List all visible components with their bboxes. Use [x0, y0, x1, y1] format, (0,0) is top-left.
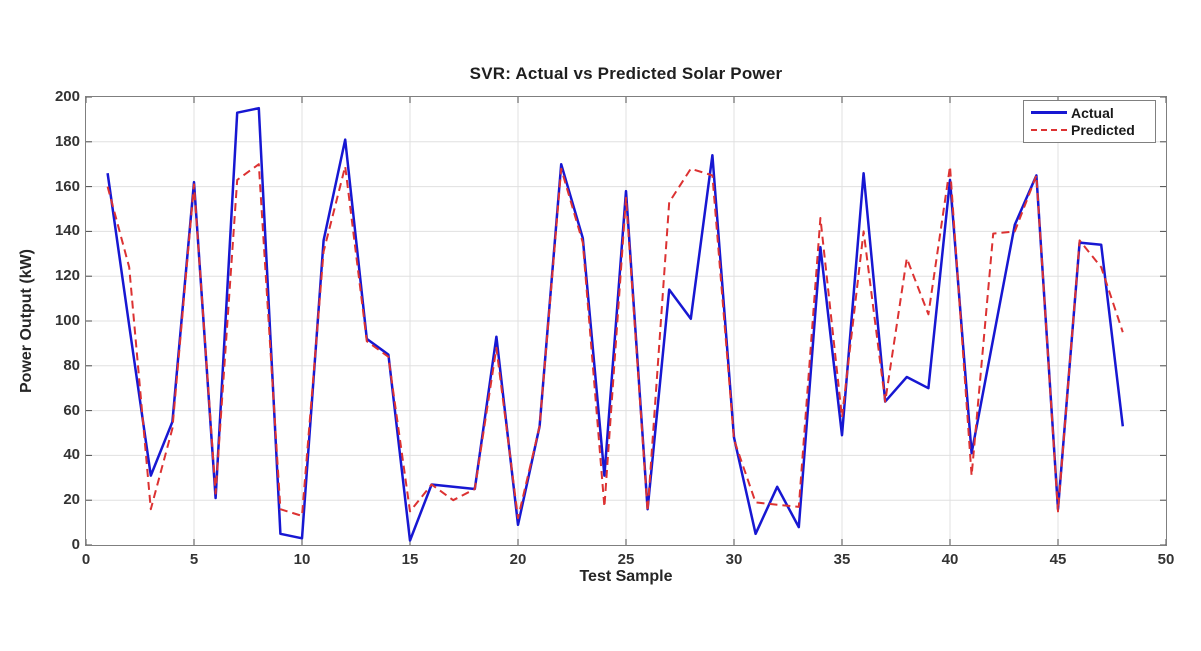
x-tick-label: 15	[401, 551, 419, 568]
chart-canvas	[86, 97, 1166, 545]
x-tick-label: 35	[833, 551, 851, 568]
x-tick-label: 10	[293, 551, 311, 568]
x-tick-label: 0	[81, 551, 91, 568]
legend-label-predicted: Predicted	[1071, 121, 1135, 138]
x-tick-label: 50	[1157, 551, 1175, 568]
y-tick-label: 100	[54, 312, 80, 329]
legend-label-actual: Actual	[1071, 104, 1114, 121]
x-tick-label: 30	[725, 551, 743, 568]
y-tick-label: 40	[63, 446, 80, 464]
x-tick-label: 40	[941, 551, 959, 568]
plot-area	[85, 96, 1167, 546]
legend-item-actual: Actual	[1031, 104, 1149, 121]
y-tick-label: 180	[54, 132, 80, 150]
y-tick-label: 140	[54, 222, 80, 240]
y-tick-label: 120	[54, 267, 80, 285]
legend: Actual Predicted	[1023, 100, 1156, 143]
y-tick-label: 200	[54, 88, 80, 105]
x-axis-label: Test Sample	[579, 568, 673, 585]
x-tick-label: 45	[1049, 551, 1067, 568]
y-tick-label: 60	[63, 401, 80, 419]
x-tick-label: 25	[617, 551, 635, 568]
y-tick-label: 80	[63, 356, 80, 374]
legend-item-predicted: Predicted	[1031, 121, 1149, 138]
y-tick-label: 0	[71, 536, 80, 553]
x-tick-label: 5	[189, 551, 199, 568]
predicted-series-line	[106, 163, 1124, 520]
y-tick-label: 20	[63, 491, 80, 509]
chart-title: SVR: Actual vs Predicted Solar Power	[469, 64, 783, 83]
predicted-line-swatch-icon	[1031, 128, 1067, 131]
y-tick-label: 160	[54, 177, 80, 195]
x-tick-label: 20	[509, 551, 527, 568]
actual-line-swatch-icon	[1031, 111, 1067, 114]
